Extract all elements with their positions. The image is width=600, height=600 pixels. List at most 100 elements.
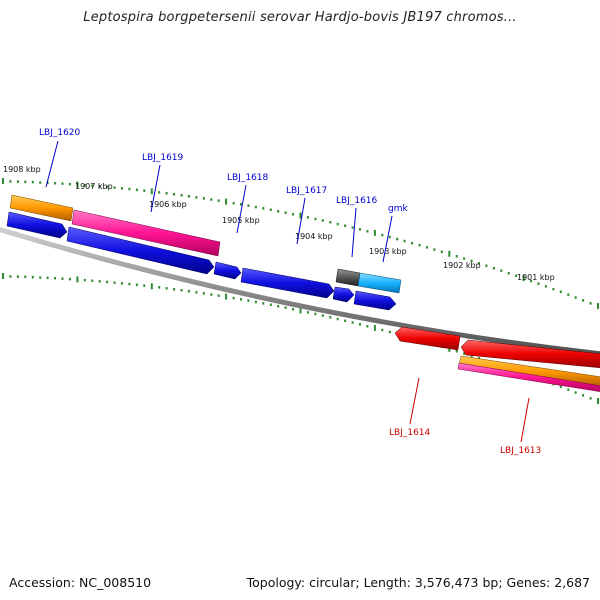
minor-tick [463, 352, 466, 355]
gene-label[interactable]: LBJ_1619 [142, 153, 184, 163]
minor-tick [173, 193, 176, 196]
minor-tick [306, 311, 309, 314]
gene-label[interactable]: LBJ_1620 [39, 128, 81, 138]
gene-arrow-blue[interactable] [353, 290, 397, 311]
gene-feature-cyan[interactable] [357, 272, 402, 294]
major-tick [150, 283, 153, 290]
gene-arrow-blue[interactable] [240, 267, 335, 299]
minor-tick [158, 286, 161, 289]
minor-tick [217, 199, 220, 202]
minor-tick [544, 285, 547, 288]
gene-feature-orange[interactable] [458, 355, 600, 387]
minor-tick [455, 255, 458, 258]
gene-feature-gray[interactable] [335, 268, 361, 287]
gene-label[interactable]: LBJ_1618 [227, 173, 269, 183]
minor-tick [292, 213, 295, 216]
minor-tick [306, 216, 309, 219]
gene-feature-pink[interactable] [457, 362, 600, 392]
minor-tick [366, 325, 369, 328]
gene-label[interactable]: gmk [388, 204, 408, 214]
minor-tick [16, 275, 19, 278]
minor-tick [455, 350, 458, 353]
minor-tick [128, 282, 131, 286]
minor-tick [589, 397, 592, 400]
minor-tick [478, 262, 480, 265]
minor-tick [388, 235, 391, 239]
minor-tick [530, 279, 533, 283]
major-tick [2, 178, 4, 184]
major-tick [76, 181, 79, 188]
minor-tick [470, 354, 473, 358]
minor-tick [314, 312, 317, 316]
minor-tick [210, 198, 213, 201]
minor-tick [321, 219, 324, 222]
kbp-label: 1906 kbp [149, 200, 187, 209]
minor-tick [24, 275, 27, 279]
minor-tick [552, 287, 555, 291]
minor-tick [582, 394, 585, 397]
minor-tick [254, 300, 257, 304]
gene-arrow-red[interactable] [460, 339, 600, 369]
gene-arrow-blue[interactable] [213, 261, 242, 280]
minor-tick [202, 197, 205, 200]
minor-tick [500, 269, 503, 272]
topology-text: Topology: circular; Length: 3,576,473 bp… [246, 575, 590, 590]
minor-tick [559, 385, 562, 389]
minor-tick [515, 274, 518, 277]
minor-tick [433, 248, 436, 251]
minor-tick [292, 308, 295, 311]
major-tick [76, 276, 79, 283]
minor-tick [396, 237, 399, 241]
gene-arrow-blue[interactable] [332, 286, 355, 303]
forward-strand-features [6, 194, 402, 311]
gene-label[interactable]: LBJ_1616 [336, 196, 378, 206]
minor-tick [98, 280, 101, 283]
gene-feature-orange[interactable] [9, 194, 74, 222]
gene-label[interactable]: LBJ_1617 [286, 186, 327, 196]
kbp-label: 1902 kbp [443, 261, 481, 270]
minor-tick [284, 306, 287, 309]
minor-tick [46, 276, 49, 280]
minor-tick [492, 267, 495, 270]
minor-tick [165, 192, 168, 195]
minor-tick [187, 290, 190, 293]
major-tick [299, 307, 302, 314]
minor-tick [68, 277, 71, 281]
gene-label[interactable]: LBJ_1613 [500, 446, 541, 456]
gene-arrow-red[interactable] [394, 326, 461, 351]
minor-tick [39, 276, 42, 279]
minor-tick [106, 280, 109, 284]
minor-tick [381, 233, 384, 237]
minor-tick [195, 291, 198, 294]
minor-tick [135, 283, 138, 287]
kbp-label: 1903 kbp [369, 247, 407, 256]
minor-tick [187, 195, 190, 198]
minor-tick [39, 181, 42, 184]
minor-tick [16, 180, 19, 183]
minor-tick [247, 299, 250, 302]
minor-tick [173, 288, 176, 291]
minor-tick [165, 287, 168, 290]
minor-tick [31, 180, 34, 184]
kbp-label: 1905 kbp [222, 216, 260, 225]
gene-arrow-blue[interactable] [6, 211, 68, 239]
minor-tick [46, 181, 49, 185]
minor-tick [344, 319, 347, 322]
gene-leader-lines [45, 140, 530, 443]
major-tick [522, 275, 525, 282]
minor-tick [277, 210, 280, 213]
gene-label[interactable]: LBJ_1614 [389, 428, 431, 438]
minor-tick [254, 205, 257, 209]
minor-tick [336, 222, 339, 226]
minor-tick [478, 357, 480, 360]
minor-tick [277, 305, 280, 308]
minor-tick [9, 180, 12, 183]
gene-feature-pink[interactable] [71, 209, 221, 257]
minor-tick [321, 314, 324, 317]
major-tick [597, 398, 599, 404]
minor-tick [567, 388, 570, 391]
gene-arrow-blue[interactable] [66, 226, 215, 275]
minor-tick [195, 196, 198, 199]
minor-tick [121, 187, 123, 190]
